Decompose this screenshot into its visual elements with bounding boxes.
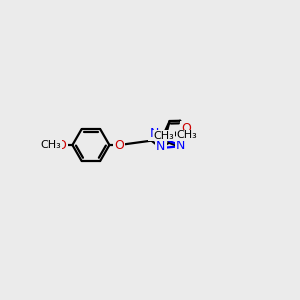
Text: CH₃: CH₃ (40, 140, 61, 150)
Text: N: N (176, 139, 185, 152)
Text: O: O (182, 122, 191, 135)
Text: CH₃: CH₃ (177, 130, 197, 140)
Text: O: O (114, 139, 124, 152)
Text: N: N (157, 140, 166, 153)
Text: O: O (114, 139, 124, 152)
Text: CH₃: CH₃ (154, 130, 175, 141)
Text: N: N (176, 139, 185, 152)
Text: O: O (182, 122, 191, 135)
Text: N: N (150, 127, 159, 140)
Text: O: O (56, 139, 66, 152)
Text: CH₃: CH₃ (177, 130, 197, 140)
Text: CH₃: CH₃ (40, 140, 61, 150)
Text: N: N (156, 140, 166, 153)
Text: O: O (56, 139, 66, 152)
Text: CH₃: CH₃ (154, 130, 175, 141)
Text: N: N (156, 140, 166, 153)
Text: N: N (150, 127, 159, 140)
